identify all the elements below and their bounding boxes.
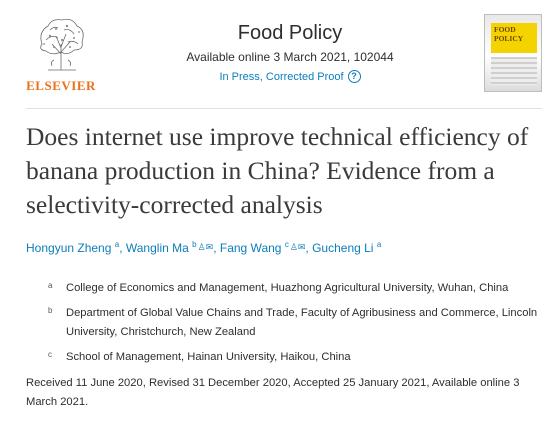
affiliation-list: a College of Economics and Management, H… <box>44 279 544 373</box>
header-divider <box>26 108 542 109</box>
in-press-label: In Press, Corrected Proof <box>219 70 344 83</box>
affiliation-item: c School of Management, Hainan Universit… <box>44 348 544 367</box>
person-mail-icons[interactable]: ♙✉ <box>289 242 306 252</box>
cover-band <box>491 23 537 53</box>
elsevier-logo[interactable]: ELSEVIER <box>26 14 96 93</box>
author-link[interactable]: Hongyun Zheng a <box>26 240 120 255</box>
cover-stripes <box>491 57 537 85</box>
journal-title[interactable]: Food Policy <box>237 22 343 44</box>
journal-info: Food Policy Available online 3 March 202… <box>160 20 420 85</box>
affiliation-item: a College of Economics and Management, H… <box>44 279 544 298</box>
person-mail-icons[interactable]: ♙✉ <box>197 242 214 252</box>
author-link[interactable]: Gucheng Li a <box>312 240 382 255</box>
affiliation-text: College of Economics and Management, Hua… <box>66 282 509 294</box>
cover-title: FOOD POLICY <box>494 25 524 43</box>
in-press-link[interactable]: In Press, Corrected Proof ? <box>219 70 361 83</box>
article-title: Does internet use improve technical effi… <box>26 122 529 219</box>
article-header: ELSEVIER Food Policy Available online 3 … <box>0 0 554 100</box>
article-history-dates: Received 11 June 2020, Revised 31 Decemb… <box>26 377 520 408</box>
affiliation-mark: b <box>48 306 53 315</box>
author-list: Hongyun Zheng a, Wanglin Ma b♙✉, Fang Wa… <box>26 240 382 255</box>
author-link[interactable]: Wanglin Ma b♙✉ <box>125 240 214 255</box>
affiliation-text: School of Management, Hainan University,… <box>66 351 351 363</box>
affiliation-mark: c <box>48 350 52 359</box>
publisher-name: ELSEVIER <box>26 78 96 93</box>
affiliation-mark: a <box>48 281 53 290</box>
affiliation-text: Department of Global Value Chains and Tr… <box>66 307 538 338</box>
available-online-date: Available online 3 March 2021, 102044 <box>186 50 394 64</box>
question-circle-icon[interactable]: ? <box>347 70 361 83</box>
author-link[interactable]: Fang Wang c♙✉ <box>219 240 306 255</box>
journal-cover-thumbnail[interactable]: FOOD POLICY <box>484 14 542 92</box>
elsevier-tree-icon <box>40 18 84 71</box>
affiliation-item: b Department of Global Value Chains and … <box>44 304 544 342</box>
